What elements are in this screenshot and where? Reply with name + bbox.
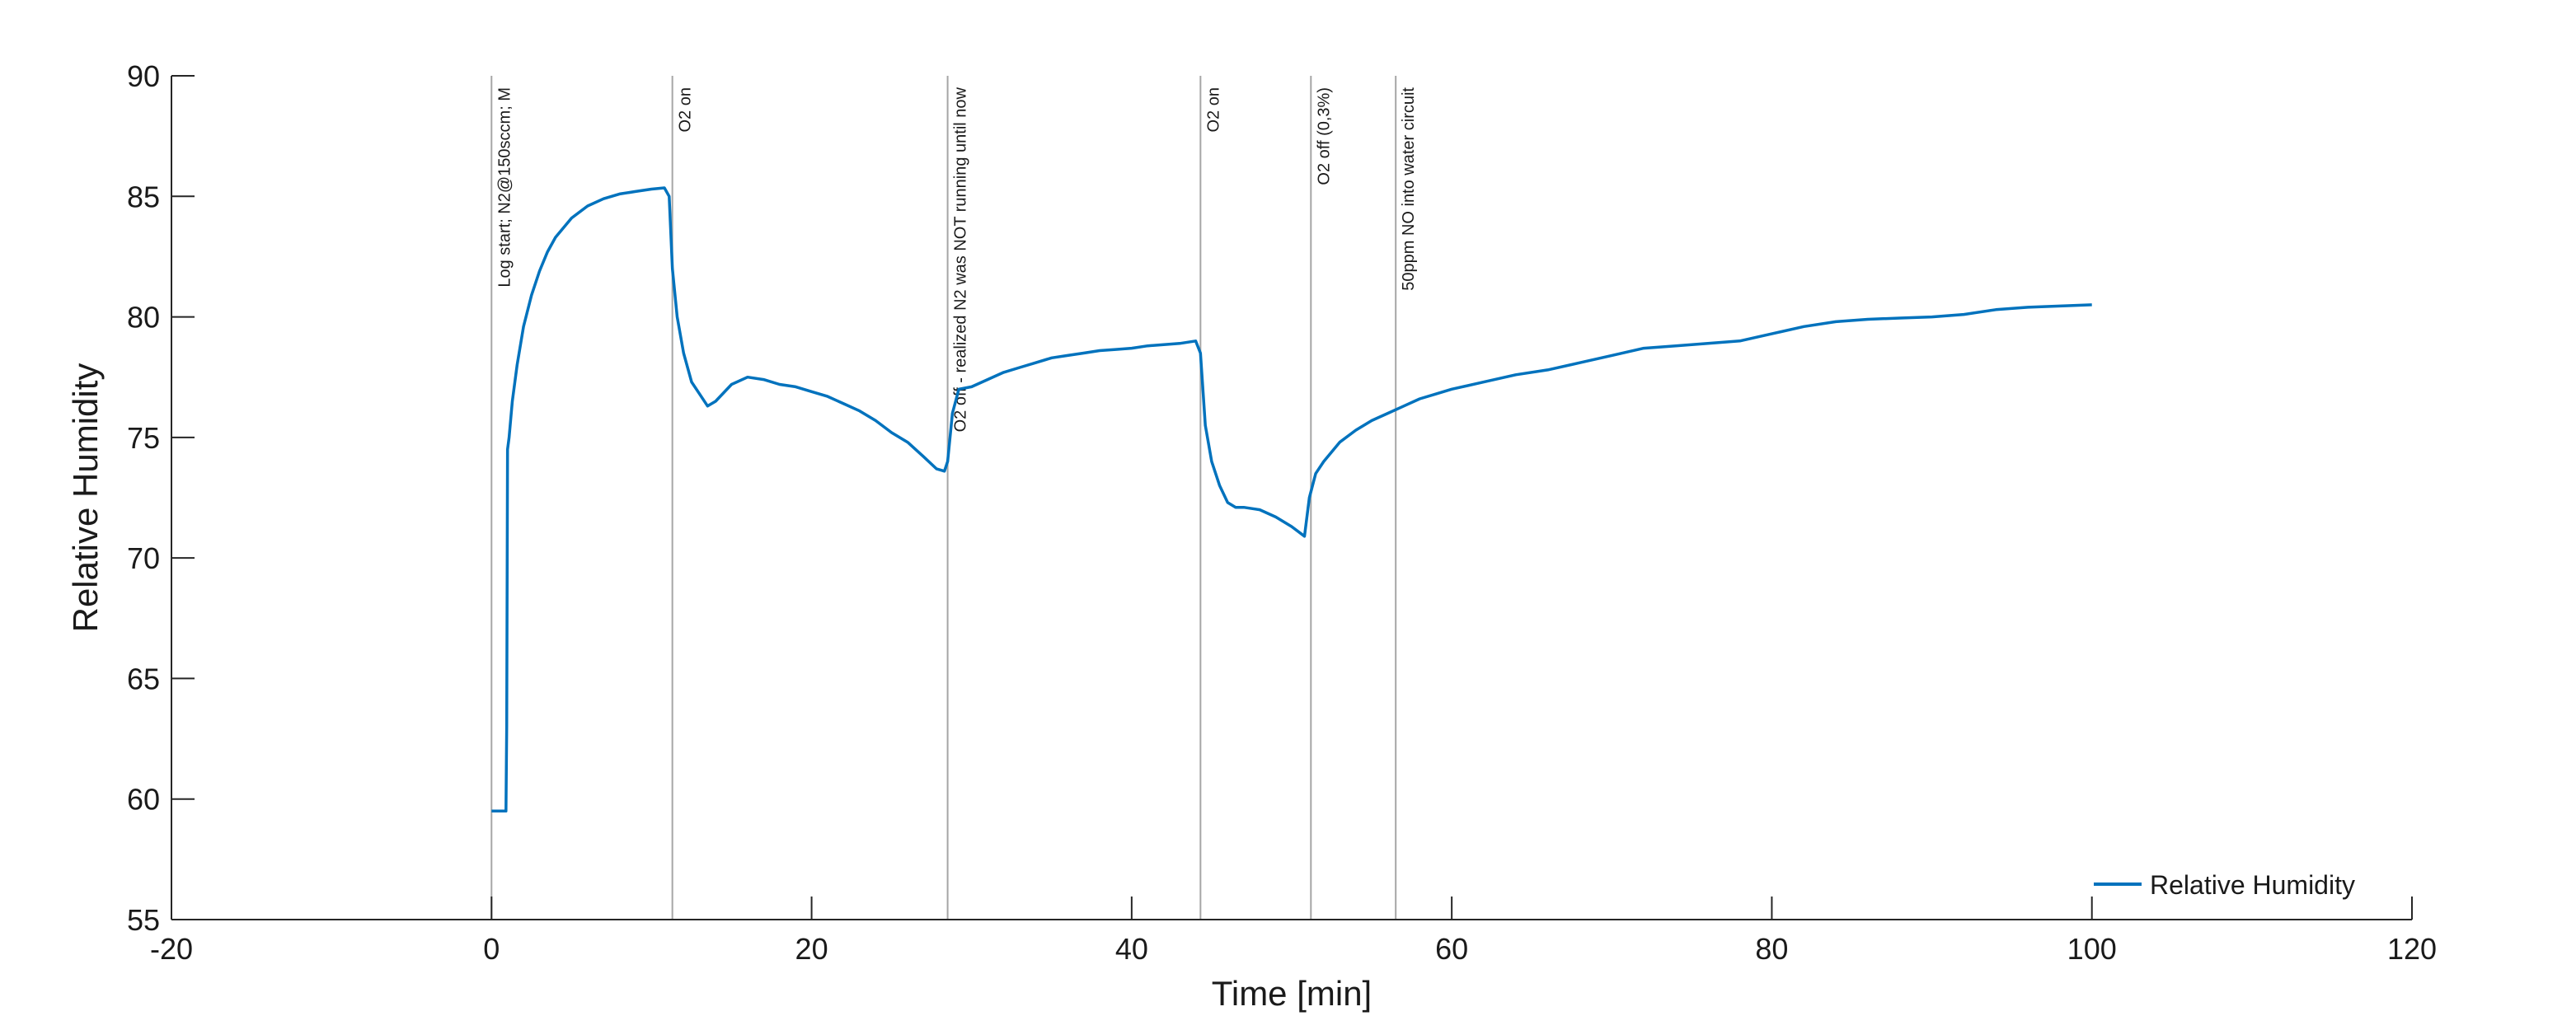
y-tick-label: 80 xyxy=(127,301,160,335)
x-tick-label: 100 xyxy=(2067,932,2117,966)
y-axis-label: Relative Humidity xyxy=(66,363,105,633)
annotation-lines: Log start; N2@150sccm; M O2 on O2 off - re… xyxy=(490,76,1418,920)
legend-label: Relative Humidity xyxy=(2150,870,2355,900)
x-tick-label: 0 xyxy=(483,932,500,966)
annotation-label: O2 off - realized N2 was NOT running unt… xyxy=(952,87,970,432)
x-tick-label: -20 xyxy=(150,932,193,966)
x-tick-label: 40 xyxy=(1115,932,1148,966)
x-tick-label: 20 xyxy=(795,932,828,966)
y-tick-label: 60 xyxy=(127,783,160,817)
legend: Relative Humidity xyxy=(2094,870,2355,900)
x-tick-label: 80 xyxy=(1755,932,1788,966)
x-tick-label: 120 xyxy=(2387,932,2437,966)
series-layer xyxy=(491,186,2092,813)
y-tick-label: 65 xyxy=(127,662,160,695)
axis-ticks: -20 0 20 40 60 80 100 120 55 60 65 70 75 80 85 90 xyxy=(127,59,2437,966)
series-line xyxy=(491,186,2092,813)
x-tick-label: 60 xyxy=(1435,932,1468,966)
y-tick-label: 75 xyxy=(127,421,160,455)
y-tick-label: 90 xyxy=(127,59,160,93)
x-axis-label: Time [min] xyxy=(1212,974,1372,1013)
annotation-label: O2 off (0,3%) xyxy=(1315,87,1333,185)
annotation-label: O2 on xyxy=(1204,87,1222,132)
annotation-label: 50ppm NO into water circuit xyxy=(1400,87,1418,291)
annotation-label: O2 on xyxy=(677,87,695,132)
y-tick-label: 70 xyxy=(127,541,160,575)
y-tick-label: 55 xyxy=(127,903,160,937)
y-tick-label: 85 xyxy=(127,180,160,213)
annotation-label: Log start; N2@150sccm; M xyxy=(495,87,514,288)
